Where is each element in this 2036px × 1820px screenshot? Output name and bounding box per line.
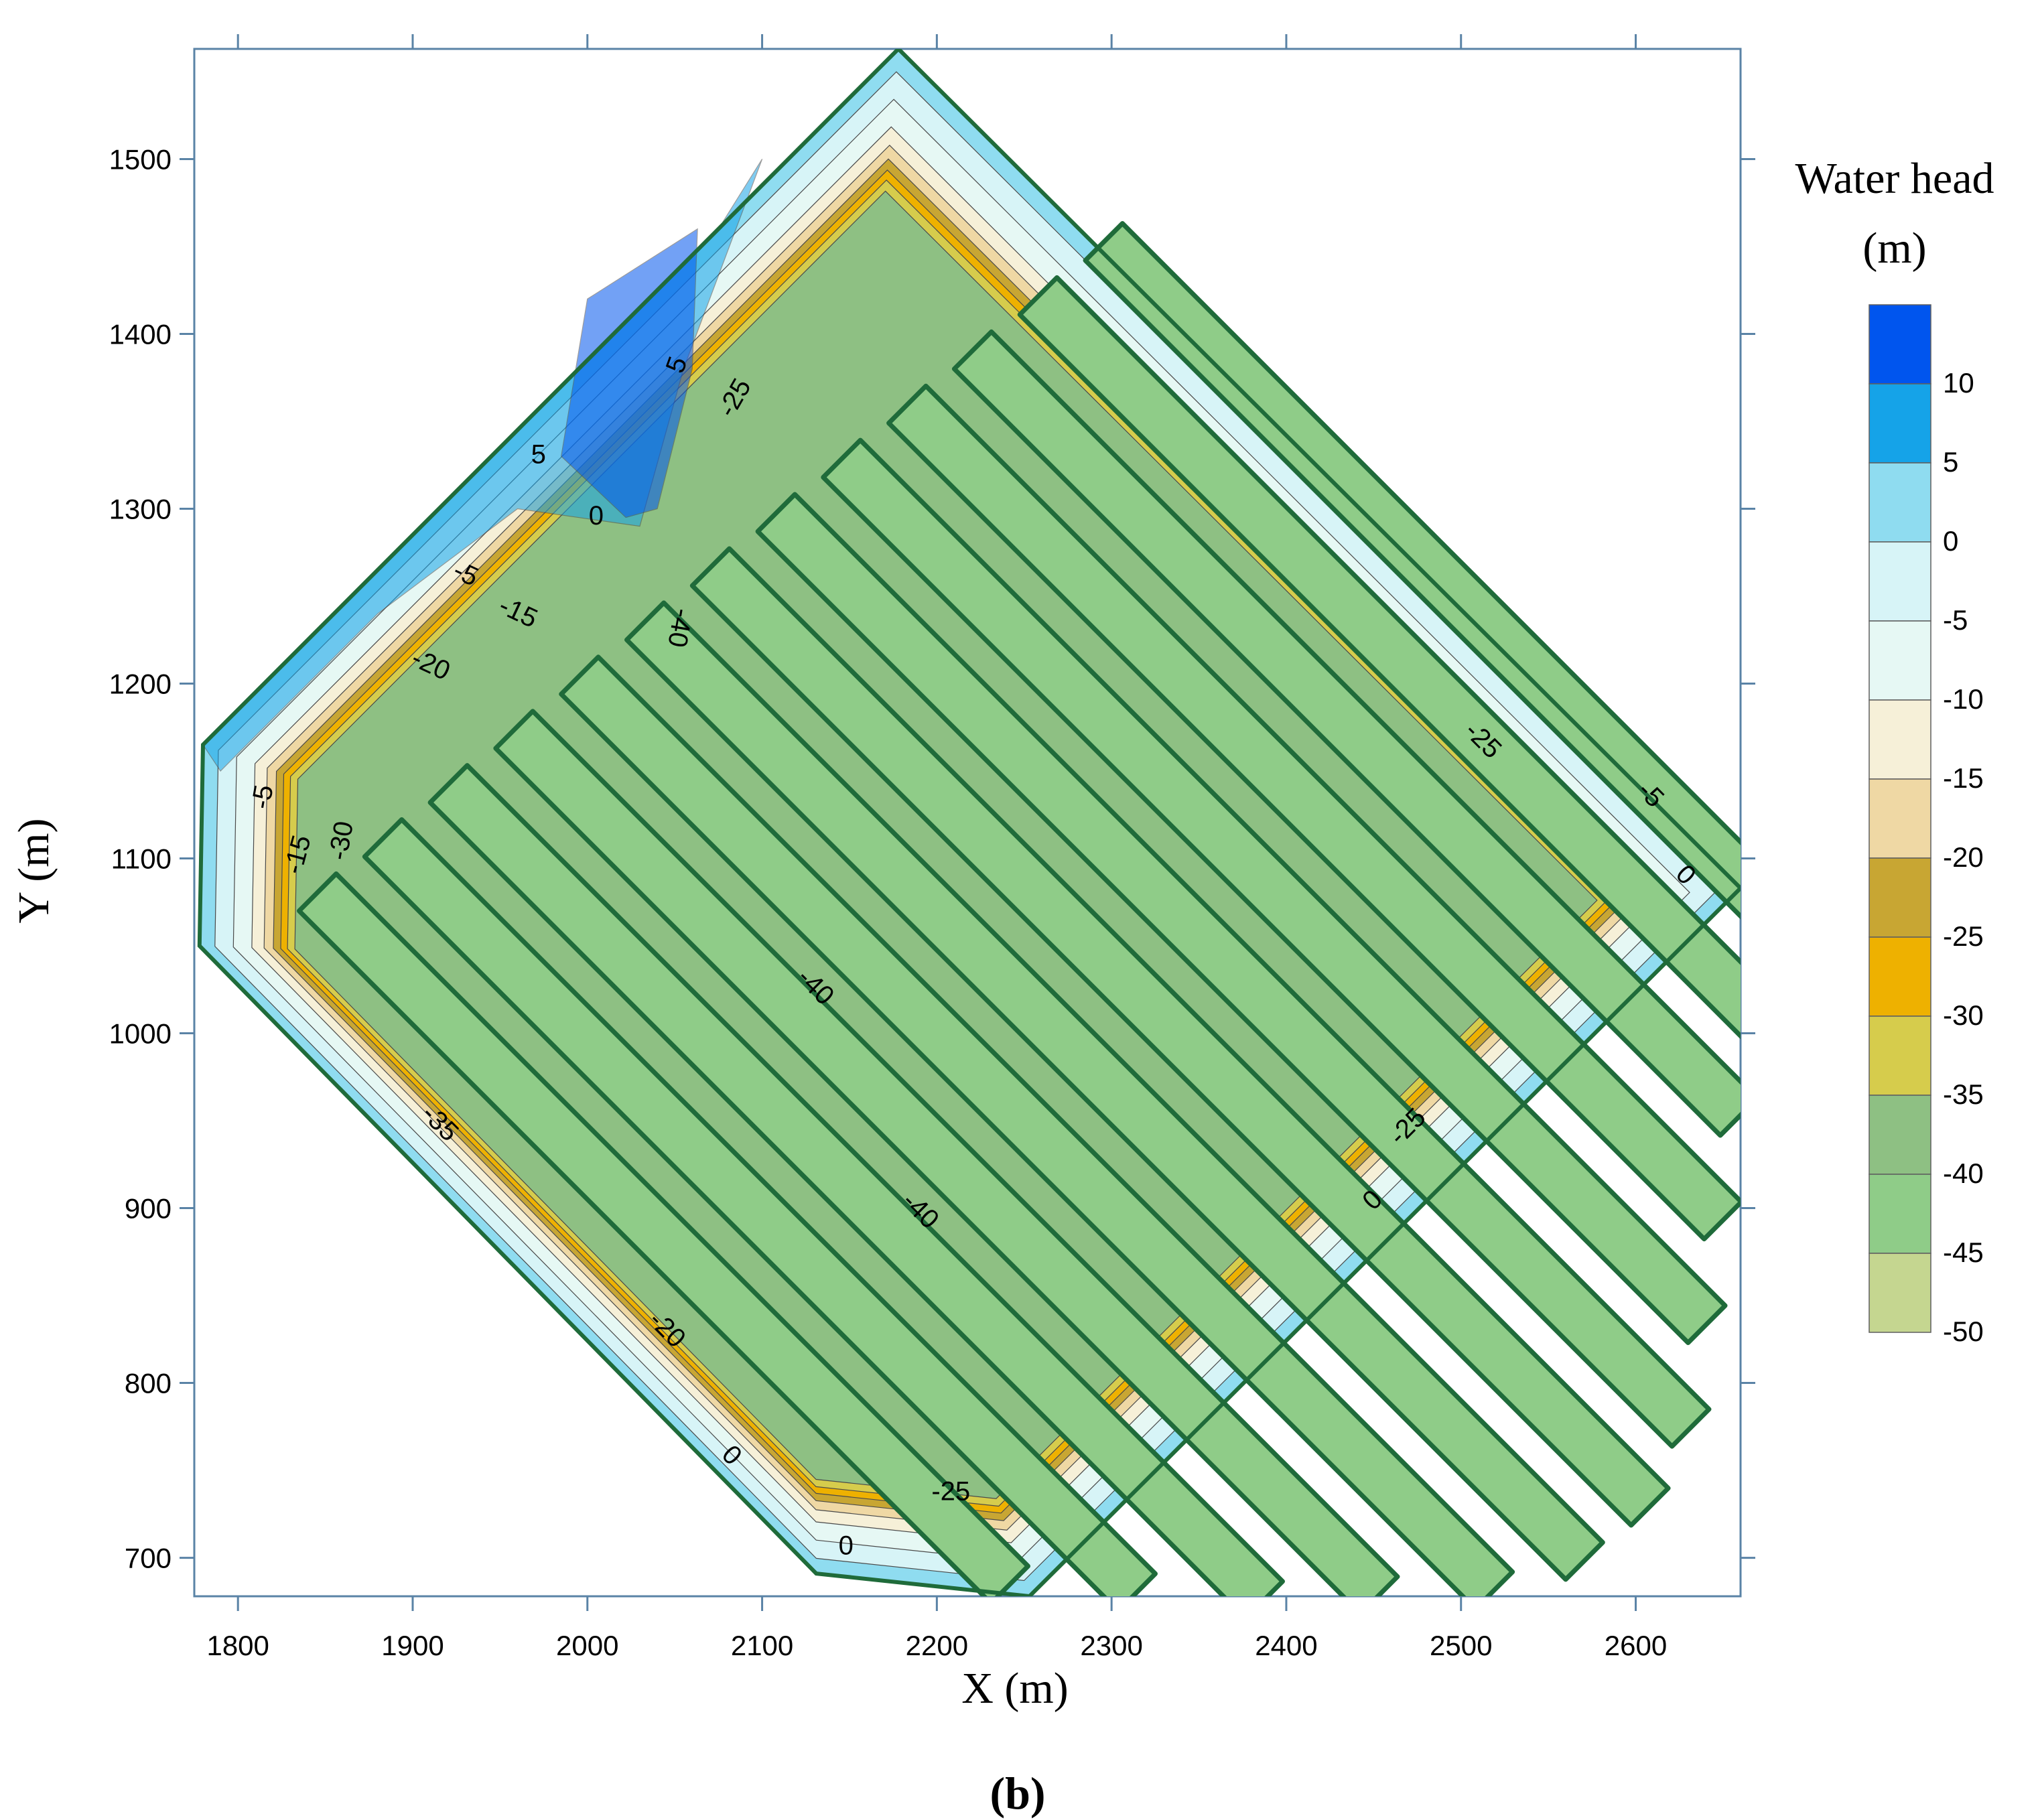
colorbar-cell — [1869, 778, 1931, 859]
pit-strip — [493, 709, 1400, 1596]
x-tick-label: 2100 — [731, 1630, 793, 1661]
pit-strip — [755, 492, 1712, 1449]
x-tick-label: 1900 — [381, 1630, 444, 1661]
y-tick-label: 1300 — [109, 493, 172, 524]
pit-strip — [297, 871, 1030, 1596]
colorbar-cell — [1869, 383, 1931, 464]
x-tick-label: 2000 — [556, 1630, 618, 1661]
panel-label: (b) — [990, 1768, 1045, 1819]
y-tick-label: 800 — [125, 1368, 172, 1399]
pit-strip — [624, 600, 1605, 1582]
pit-strip — [689, 546, 1671, 1528]
colorbar-label: 0 — [1943, 525, 1958, 557]
contour-label: 0 — [839, 1531, 854, 1560]
pit-strip — [886, 383, 1741, 1242]
colorbar-label: -25 — [1943, 920, 1984, 952]
y-tick-label: 1200 — [109, 668, 172, 699]
contour-label: -5 — [246, 782, 279, 811]
colorbar-label: -40 — [1943, 1158, 1984, 1189]
x-tick-label: 1800 — [206, 1630, 269, 1661]
colorbar-cell — [1869, 462, 1931, 543]
domain-boundary — [197, 49, 1741, 1596]
contour-label: 5 — [531, 440, 546, 470]
x-tick-label: 2400 — [1255, 1630, 1317, 1661]
y-tick-label: 1500 — [109, 143, 172, 175]
contour-band — [561, 228, 698, 518]
colorbar-cell — [1869, 1174, 1931, 1254]
colorbar-cell — [1869, 699, 1931, 780]
pit-strip — [821, 437, 1728, 1345]
colorbar-label: -5 — [1943, 604, 1968, 636]
pit-strip — [951, 329, 1741, 1138]
colorbar-label: 5 — [1943, 446, 1958, 478]
pit-strip — [427, 763, 1285, 1596]
y-tick-label: 700 — [125, 1543, 172, 1574]
legend: Water head (m) 10 5 0 -5 -10 -15 -20 -25 -30 -35 -… — [1795, 154, 1994, 1347]
colorbar-label: -35 — [1943, 1078, 1984, 1110]
legend-title-line1: Water head — [1795, 154, 1994, 203]
colorbar-cell — [1869, 857, 1931, 938]
contour-label: -40 — [662, 606, 697, 650]
y-tick-label: 1000 — [109, 1018, 172, 1050]
colorbar-label: -20 — [1943, 841, 1984, 873]
x-tick-label: 2600 — [1605, 1630, 1667, 1661]
pit-strip — [1017, 275, 1741, 1040]
y-axis-title: Y (m) — [9, 818, 58, 923]
contour-label: -25 — [931, 1477, 970, 1507]
colorbar-label: -15 — [1943, 762, 1984, 794]
colorbar-label: -30 — [1943, 999, 1984, 1031]
colorbar-label: -50 — [1943, 1316, 1984, 1347]
colorbar-cell — [1869, 1253, 1931, 1333]
y-tick-label: 1400 — [109, 318, 172, 350]
colorbar-label: -45 — [1943, 1237, 1984, 1268]
x-tick-label: 2500 — [1430, 1630, 1492, 1661]
contour-label: -30 — [324, 819, 359, 863]
colorbar-label: 10 — [1943, 367, 1974, 399]
colorbar-cell — [1869, 1016, 1931, 1096]
colorbar: 10 5 0 -5 -10 -15 -20 -25 -30 -35 -40 -45 -50 — [1869, 304, 1984, 1347]
x-axis-title: X (m) — [961, 1664, 1068, 1713]
colorbar-cell — [1869, 620, 1931, 701]
contour-label: 0 — [589, 501, 604, 531]
y-tick-label: 900 — [125, 1193, 172, 1224]
colorbar-cell — [1869, 1095, 1931, 1175]
pit-strip — [362, 817, 1158, 1596]
x-tick-label: 2300 — [1080, 1630, 1142, 1661]
colorbar-label: -10 — [1943, 683, 1984, 715]
x-axis-ticks: 1800 1900 2000 2100 2200 2300 2400 2500 2600 — [206, 34, 1667, 1661]
colorbar-cell — [1869, 541, 1931, 622]
colorbar-cell — [1869, 304, 1931, 384]
contour-fill-layers — [197, 49, 1741, 1596]
y-axis-ticks: 700 800 900 1000 1100 1200 1300 1400 1500 — [109, 143, 1755, 1574]
legend-title-line2: (m) — [1862, 224, 1926, 273]
y-tick-label: 1100 — [111, 843, 172, 875]
x-tick-label: 2200 — [906, 1630, 968, 1661]
colorbar-cell — [1869, 936, 1931, 1017]
pit-strip — [559, 654, 1515, 1596]
